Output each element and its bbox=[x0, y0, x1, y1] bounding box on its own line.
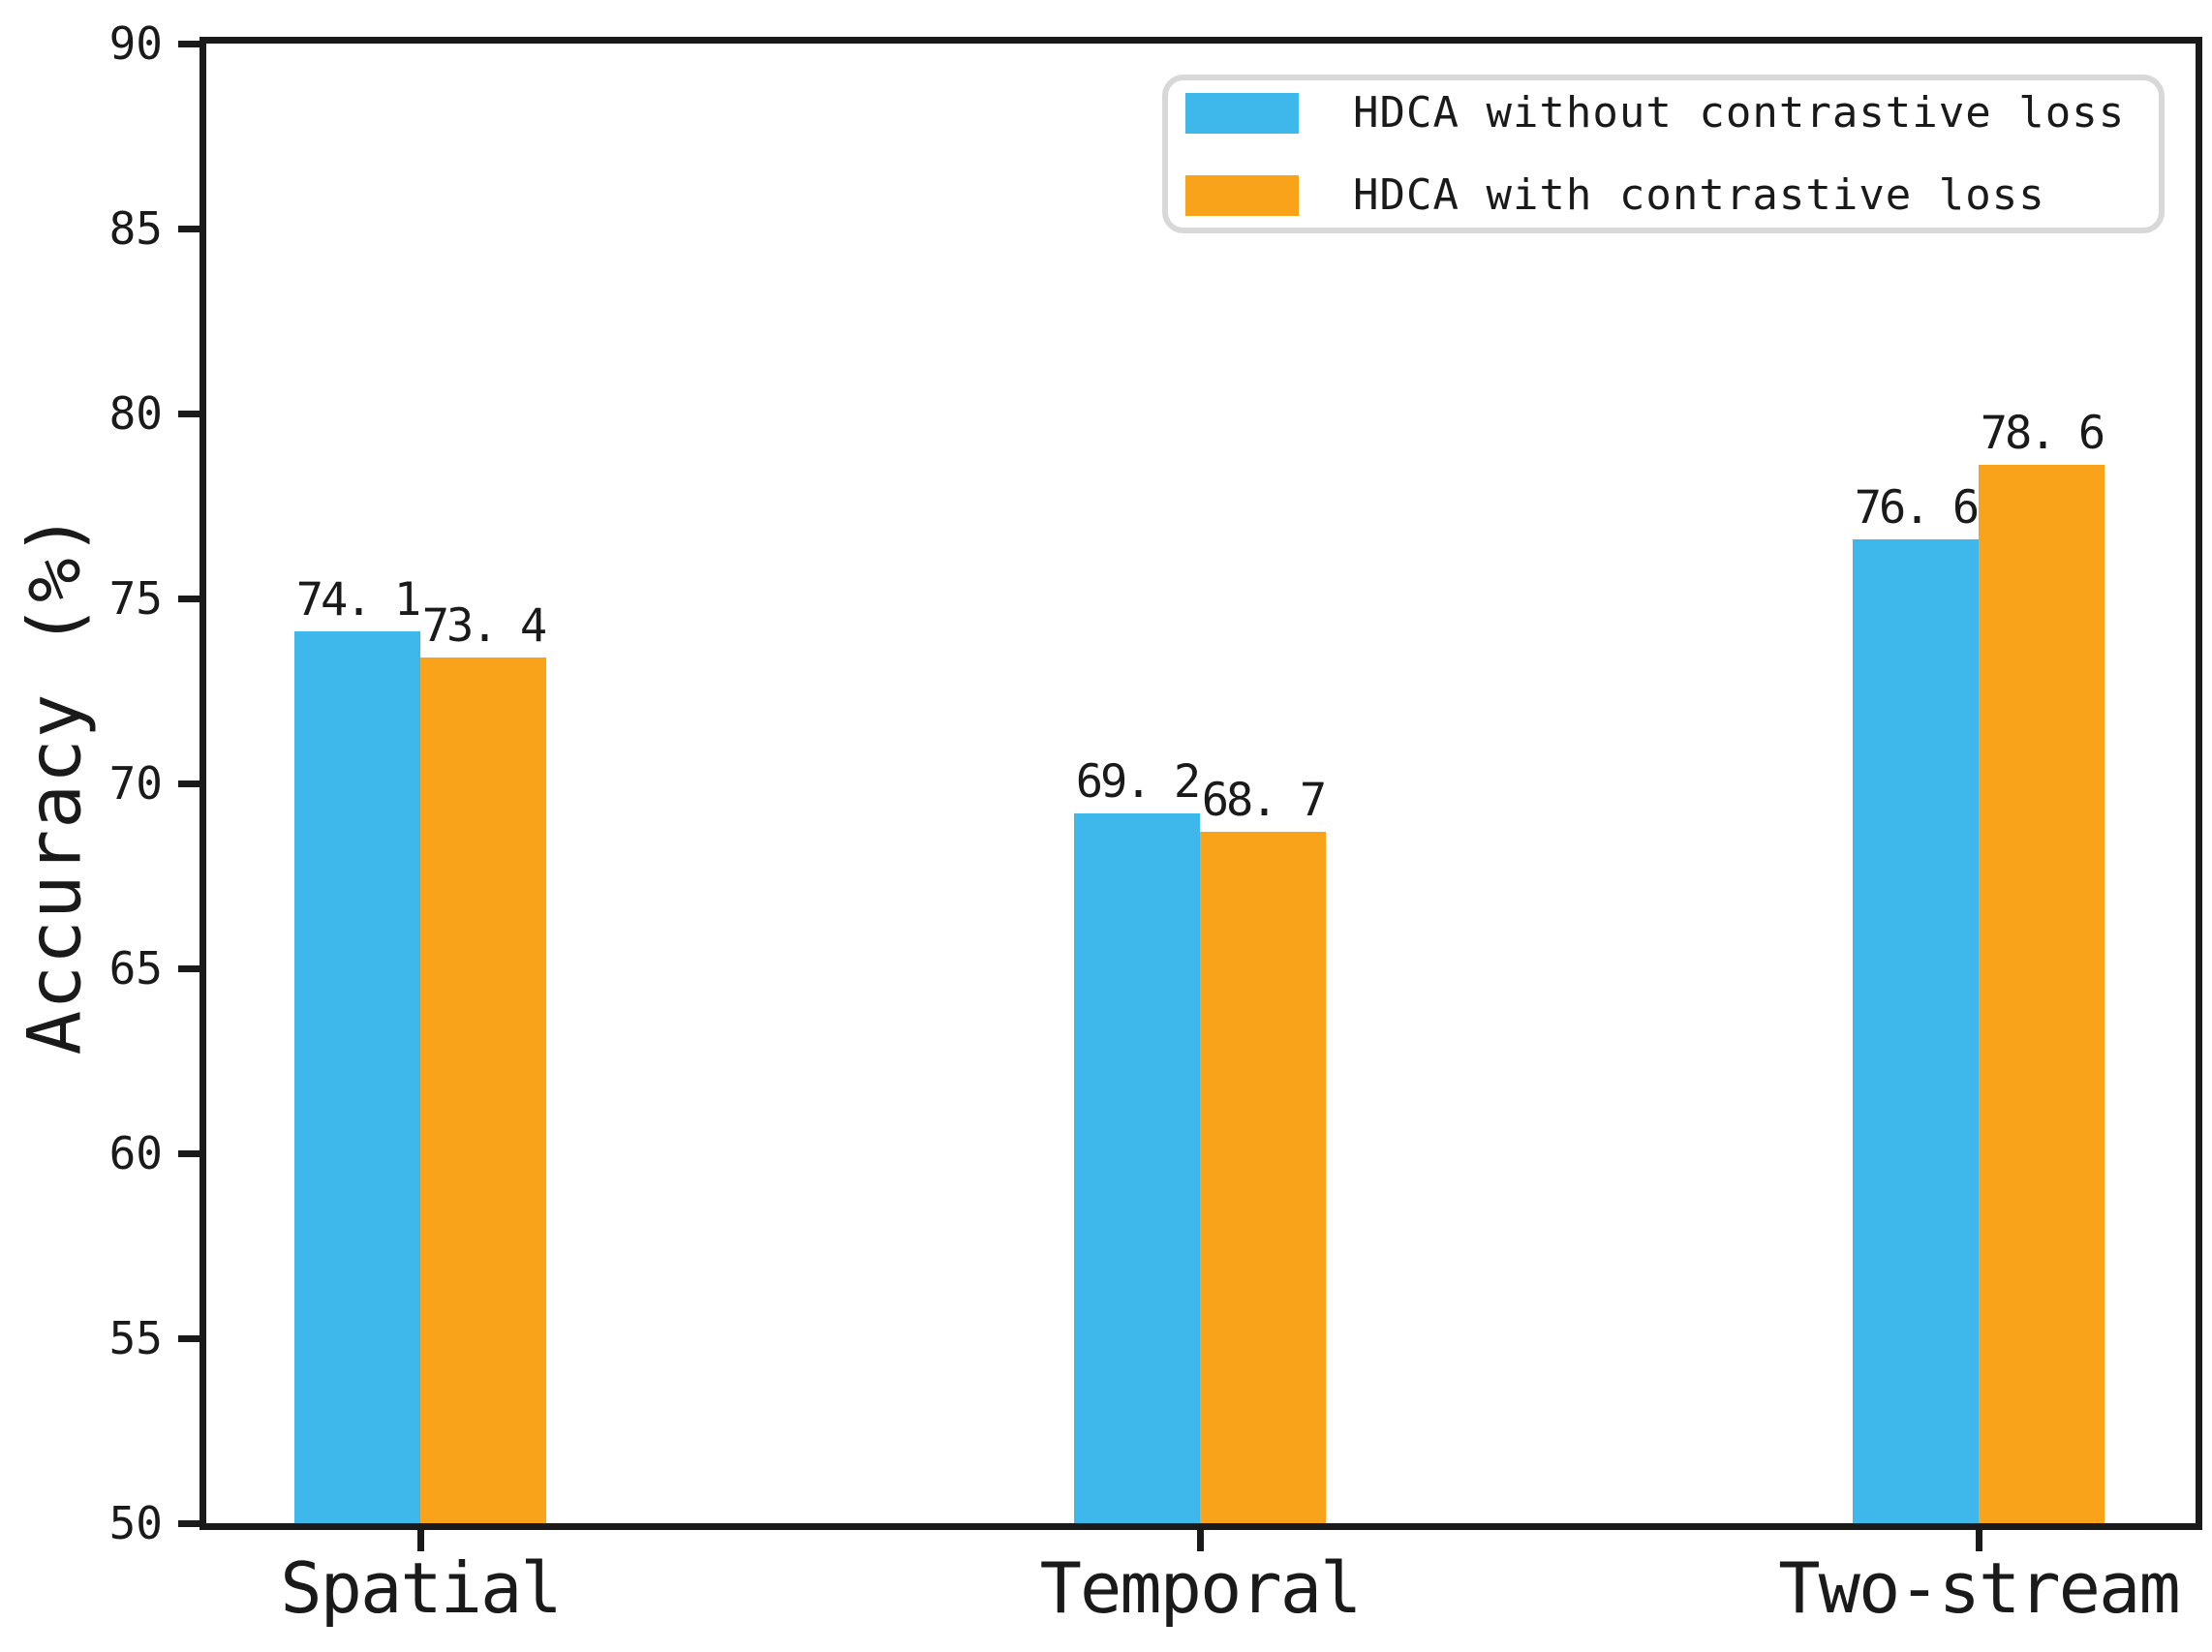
y-tick bbox=[178, 1334, 200, 1342]
x-tick bbox=[1196, 1530, 1204, 1551]
bar-two-stream-without-loss bbox=[1853, 538, 1979, 1523]
y-tick-label: 80 bbox=[108, 387, 163, 440]
legend-swatch-blue bbox=[1185, 92, 1299, 134]
bar-two-stream-with-loss bbox=[1979, 465, 2104, 1523]
legend-item-with-contrastive-loss: HDCA with contrastive loss bbox=[1185, 170, 2159, 220]
y-tick bbox=[178, 225, 200, 232]
x-tick-label: Two-stream bbox=[1778, 1547, 2180, 1629]
legend-label-with-contrastive-loss: HDCA with contrastive loss bbox=[1353, 170, 2045, 220]
y-tick-label: 55 bbox=[108, 1312, 163, 1364]
legend-item-without-contrastive-loss: HDCA without contrastive loss bbox=[1185, 88, 2159, 138]
y-tick bbox=[178, 595, 200, 602]
y-tick bbox=[178, 780, 200, 787]
value-label-two-stream-without-loss: 76. 6 bbox=[1854, 480, 1980, 535]
bar-temporal-with-loss bbox=[1200, 831, 1326, 1523]
bar-spatial-with-loss bbox=[420, 658, 546, 1523]
x-tick-label: Temporal bbox=[1039, 1547, 1363, 1629]
value-label-spatial-with-loss: 73. 4 bbox=[421, 599, 547, 654]
y-tick-label: 70 bbox=[108, 757, 163, 810]
y-tick-label: 85 bbox=[108, 202, 163, 255]
y-tick-label: 90 bbox=[108, 17, 163, 70]
bar-temporal-without-loss bbox=[1074, 812, 1200, 1523]
value-label-spatial-without-loss: 74. 1 bbox=[295, 573, 421, 627]
value-label-two-stream-with-loss: 78. 6 bbox=[1980, 407, 2105, 461]
y-tick bbox=[178, 1519, 200, 1527]
y-tick-label: 65 bbox=[108, 942, 163, 994]
y-tick-label: 75 bbox=[108, 572, 163, 625]
y-tick bbox=[178, 964, 200, 972]
x-tick-label: Spatial bbox=[280, 1547, 562, 1629]
y-tick-label: 50 bbox=[108, 1497, 163, 1549]
x-tick bbox=[1975, 1530, 1982, 1551]
plot-area bbox=[178, 37, 2202, 1551]
legend-label-without-contrastive-loss: HDCA without contrastive loss bbox=[1353, 88, 2126, 138]
y-tick-label: 60 bbox=[108, 1127, 163, 1179]
x-tick bbox=[416, 1530, 424, 1551]
y-tick bbox=[178, 410, 200, 417]
value-label-temporal-without-loss: 69. 2 bbox=[1075, 754, 1201, 809]
bar-spatial-without-loss bbox=[294, 631, 420, 1523]
y-tick bbox=[178, 1149, 200, 1157]
y-tick bbox=[178, 40, 200, 47]
value-label-temporal-with-loss: 68. 7 bbox=[1201, 773, 1327, 827]
legend-swatch-orange bbox=[1185, 174, 1299, 216]
legend: HDCA without contrastive loss HDCA with … bbox=[1162, 75, 2165, 233]
